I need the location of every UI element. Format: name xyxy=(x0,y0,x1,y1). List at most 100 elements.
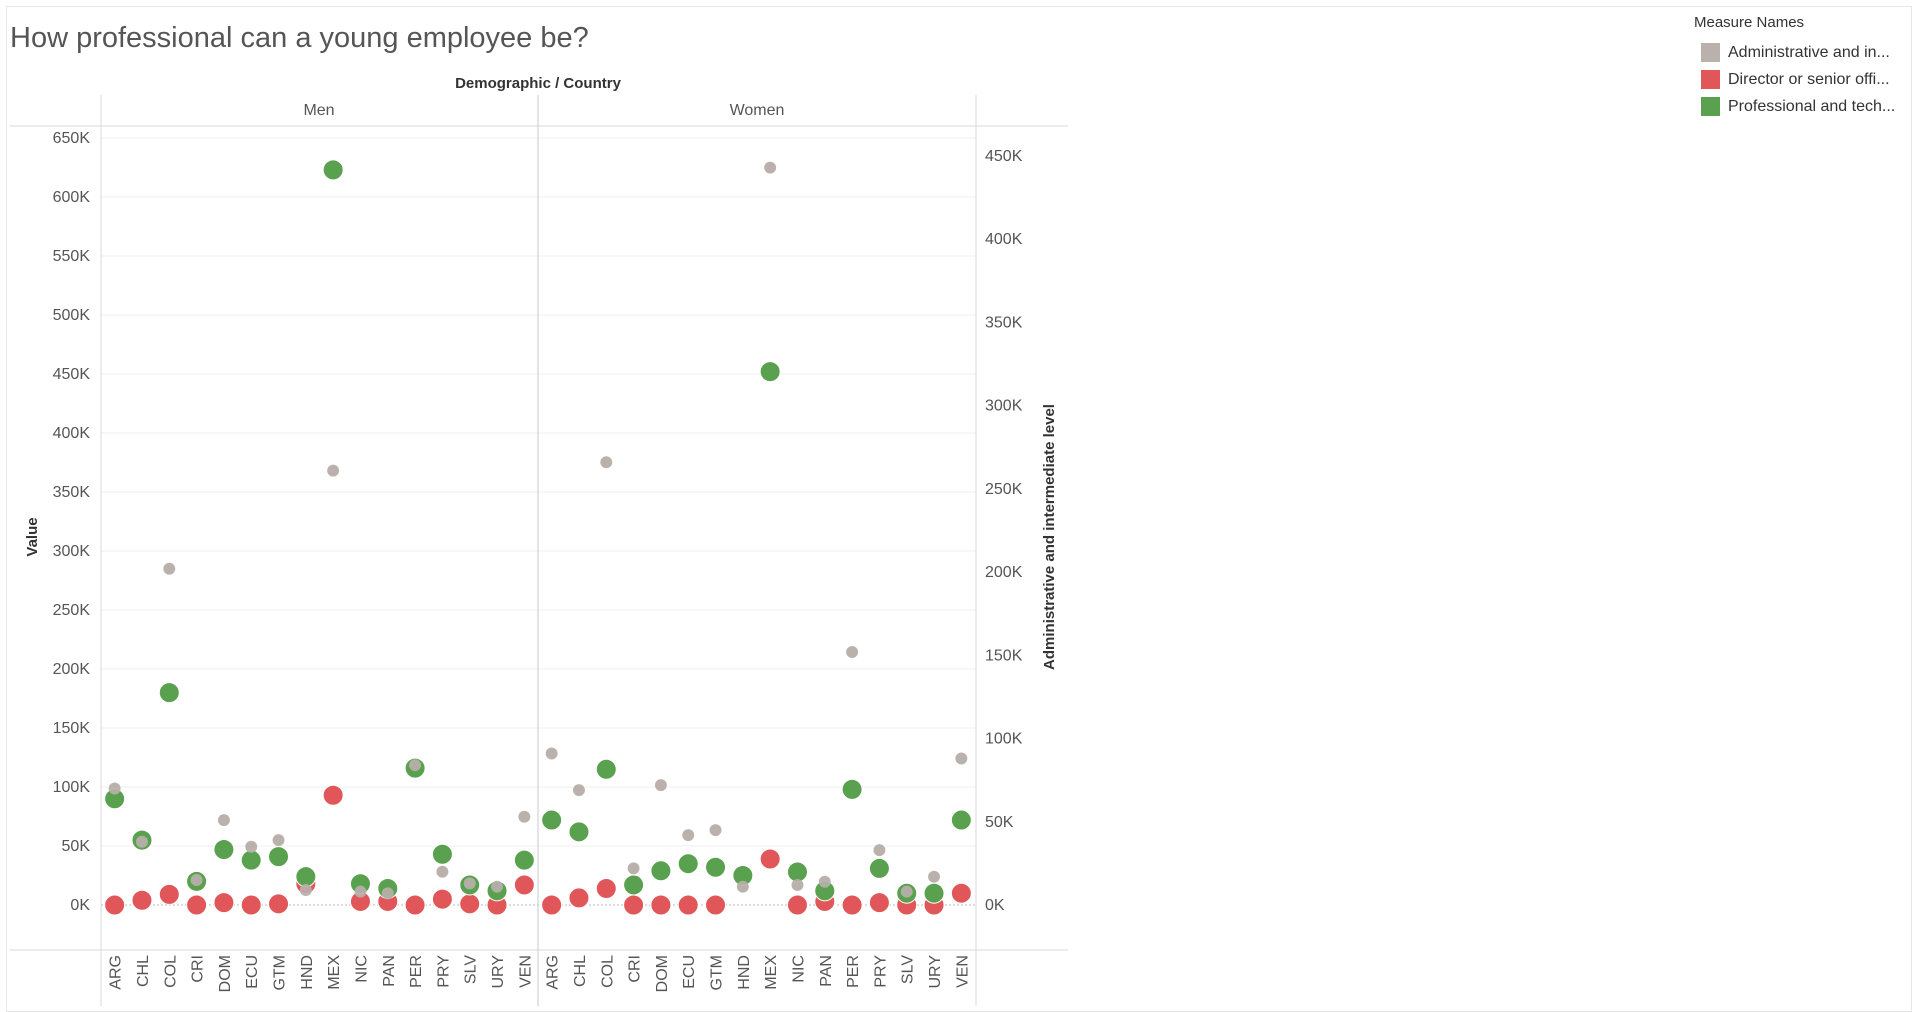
data-point-director[interactable] xyxy=(623,894,645,916)
data-point-administrative-overlay[interactable] xyxy=(436,865,449,878)
y-tick-label: 550K xyxy=(53,248,91,265)
data-point-administrative-overlay[interactable] xyxy=(846,646,859,659)
data-point-director[interactable] xyxy=(650,894,672,916)
data-point-administrative-overlay[interactable] xyxy=(135,835,148,848)
y2-axis-ticks: 0K 50K 100K 150K 200K 250K 300K 350K 400K 450K xyxy=(985,148,1023,914)
data-point-director[interactable] xyxy=(322,784,344,806)
data-point-director[interactable] xyxy=(459,893,481,915)
legend-label: Professional and tech... xyxy=(1728,97,1896,115)
data-point-professional[interactable] xyxy=(541,809,563,831)
y2-tick-label: 50K xyxy=(985,814,1014,831)
data-point-administrative-overlay[interactable] xyxy=(654,779,667,792)
data-point-director[interactable] xyxy=(677,894,699,916)
data-point-administrative-overlay[interactable] xyxy=(873,844,886,857)
data-point-professional[interactable] xyxy=(295,866,317,888)
data-point-director[interactable] xyxy=(404,894,426,916)
data-point-administrative-overlay[interactable] xyxy=(245,840,258,853)
y2-tick-label: 300K xyxy=(985,398,1023,415)
data-point-administrative-overlay[interactable] xyxy=(572,784,585,797)
data-point-professional[interactable] xyxy=(268,846,290,868)
data-point-director[interactable] xyxy=(131,889,153,911)
x-tick-label: MEX xyxy=(763,955,780,990)
data-point-administrative-overlay[interactable] xyxy=(600,456,613,469)
data-point-administrative-overlay[interactable] xyxy=(190,874,203,887)
data-point-professional[interactable] xyxy=(923,882,945,904)
data-point-administrative-overlay[interactable] xyxy=(682,829,695,842)
data-point-director[interactable] xyxy=(104,894,126,916)
data-point-professional[interactable] xyxy=(213,839,235,861)
data-point-director[interactable] xyxy=(705,894,727,916)
data-point-director[interactable] xyxy=(268,893,290,915)
data-point-administrative-overlay[interactable] xyxy=(163,562,176,575)
y-axis-label: Value xyxy=(24,517,41,556)
data-point-administrative-overlay[interactable] xyxy=(545,747,558,760)
legend-item-director[interactable]: Director or senior offi... xyxy=(1701,66,1912,93)
data-point-director[interactable] xyxy=(513,874,535,896)
data-point-director[interactable] xyxy=(595,877,617,899)
x-tick-label: CHL xyxy=(135,955,152,987)
legend-item-professional[interactable]: Professional and tech... xyxy=(1701,93,1912,120)
data-point-director[interactable] xyxy=(431,888,453,910)
data-point-professional[interactable] xyxy=(568,821,590,843)
data-point-administrative-overlay[interactable] xyxy=(299,884,312,897)
data-point-director[interactable] xyxy=(186,894,208,916)
data-point-administrative-overlay[interactable] xyxy=(791,879,804,892)
data-point-administrative-overlay[interactable] xyxy=(217,814,230,827)
data-point-professional[interactable] xyxy=(950,809,972,831)
data-point-director[interactable] xyxy=(541,894,563,916)
y-tick-label: 350K xyxy=(53,484,91,501)
data-point-professional[interactable] xyxy=(705,856,727,878)
x-tick-label: PER xyxy=(408,955,425,988)
data-point-director[interactable] xyxy=(841,894,863,916)
data-point-administrative-overlay[interactable] xyxy=(818,875,831,888)
data-point-professional[interactable] xyxy=(786,861,808,883)
data-point-director[interactable] xyxy=(240,894,262,916)
data-point-administrative-overlay[interactable] xyxy=(928,870,941,883)
data-point-professional[interactable] xyxy=(240,849,262,871)
data-point-administrative-overlay[interactable] xyxy=(327,464,340,477)
data-point-administrative-overlay[interactable] xyxy=(627,862,640,875)
data-point-director[interactable] xyxy=(950,882,972,904)
data-point-administrative-overlay[interactable] xyxy=(491,880,504,893)
data-point-administrative-overlay[interactable] xyxy=(381,887,394,900)
data-point-director[interactable] xyxy=(158,883,180,905)
data-point-director[interactable] xyxy=(786,894,808,916)
data-point-director[interactable] xyxy=(213,892,235,914)
data-point-administrative-overlay[interactable] xyxy=(354,885,367,898)
data-point-administrative-overlay[interactable] xyxy=(709,824,722,837)
y-tick-label: 300K xyxy=(53,543,91,560)
data-point-director[interactable] xyxy=(868,892,890,914)
data-point-administrative-overlay[interactable] xyxy=(463,877,476,890)
y-tick-label: 650K xyxy=(53,130,91,147)
data-point-professional[interactable] xyxy=(431,843,453,865)
data-point-professional[interactable] xyxy=(322,159,344,181)
data-point-professional[interactable] xyxy=(158,682,180,704)
data-point-professional[interactable] xyxy=(595,758,617,780)
data-point-administrative-overlay[interactable] xyxy=(955,752,968,765)
x-tick-label: COL xyxy=(162,955,179,988)
data-point-administrative-overlay[interactable] xyxy=(409,759,422,772)
legend-item-administrative[interactable]: Administrative and in... xyxy=(1701,39,1912,66)
data-point-administrative-overlay[interactable] xyxy=(518,810,531,823)
data-point-professional[interactable] xyxy=(841,778,863,800)
data-point-professional[interactable] xyxy=(868,857,890,879)
data-point-administrative-overlay[interactable] xyxy=(272,834,285,847)
y2-tick-label: 450K xyxy=(985,148,1023,165)
data-point-administrative-overlay[interactable] xyxy=(764,161,777,174)
data-point-professional[interactable] xyxy=(513,849,535,871)
data-point-professional[interactable] xyxy=(759,361,781,383)
data-point-administrative-overlay[interactable] xyxy=(108,782,121,795)
data-point-director[interactable] xyxy=(759,848,781,870)
data-point-administrative-overlay[interactable] xyxy=(900,885,913,898)
x-tick-label: URY xyxy=(490,955,507,989)
x-tick-label: PAN xyxy=(381,955,398,987)
scatter-chart[interactable]: Demographic / Country Men Women Value Ad… xyxy=(0,0,1080,1011)
data-point-professional[interactable] xyxy=(650,860,672,882)
x-tick-label: PRY xyxy=(872,955,889,988)
data-point-professional[interactable] xyxy=(677,853,699,875)
y2-tick-label: 100K xyxy=(985,731,1023,748)
data-point-professional[interactable] xyxy=(623,874,645,896)
data-point-administrative-overlay[interactable] xyxy=(736,880,749,893)
data-point-director[interactable] xyxy=(568,887,590,909)
data-points[interactable] xyxy=(104,159,972,916)
